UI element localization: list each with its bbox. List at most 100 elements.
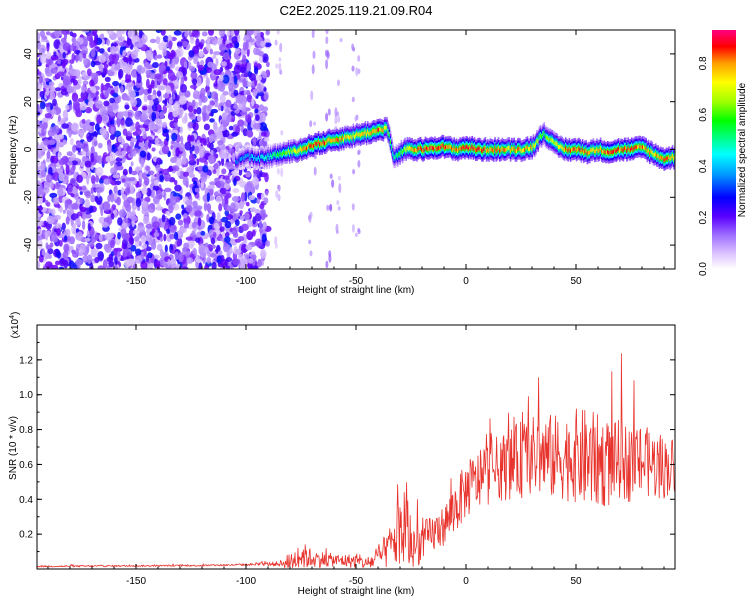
- noise-speckle: [43, 220, 47, 226]
- signal-cell: [353, 135, 356, 139]
- noise-speckle: [235, 212, 241, 217]
- y-tick-label: 0.6: [19, 460, 33, 471]
- noise-speckle: [212, 169, 217, 174]
- noise-speckle: [156, 90, 162, 97]
- noise-speckle: [110, 167, 117, 175]
- noise-speckle: [43, 139, 50, 146]
- signal-cell: [238, 156, 241, 161]
- noise-speckle: [175, 213, 182, 220]
- noise-speckle: [159, 174, 165, 183]
- noise-speckle: [37, 160, 41, 169]
- noise-speckle: [71, 144, 77, 153]
- noise-speckle: [95, 242, 103, 250]
- signal-cell: [319, 142, 321, 147]
- noise-speckle: [171, 89, 177, 94]
- signal-cell: [577, 147, 579, 152]
- signal-cell: [382, 128, 385, 133]
- noise-speckle: [148, 84, 153, 92]
- noise-speckle: [71, 92, 79, 103]
- svg-text:(x104): (x104): [9, 312, 21, 339]
- signal-cell: [587, 150, 590, 155]
- noise-speckle: [165, 66, 171, 71]
- noise-speckle: [57, 133, 65, 140]
- noise-speckle: [158, 42, 165, 51]
- noise-speckle: [169, 63, 176, 69]
- noise-speckle: [146, 187, 152, 197]
- y-tick-label: -20: [23, 190, 34, 205]
- noise-speckle: [162, 129, 170, 134]
- noise-speckle: [53, 39, 61, 50]
- signal-cell: [472, 147, 475, 151]
- noise-speckle: [117, 231, 121, 240]
- noise-speckle: [72, 223, 77, 232]
- signal-cell: [482, 149, 484, 153]
- noise-speckle: [77, 97, 85, 103]
- noise-speckle: [142, 201, 148, 210]
- signal-cell: [347, 135, 350, 139]
- signal-cell: [489, 147, 491, 151]
- noise-speckle: [50, 54, 59, 61]
- signal-cell: [644, 146, 646, 151]
- noise-speckle: [128, 258, 136, 266]
- noise-speckle: [222, 230, 226, 239]
- signal-cell: [484, 145, 487, 150]
- noise-speckle: [207, 244, 213, 249]
- noise-speckle: [253, 122, 261, 130]
- noise-speckle: [217, 84, 222, 91]
- noise-speckle: [135, 248, 142, 256]
- noise-speckle: [170, 258, 177, 268]
- noise-speckle: [140, 260, 148, 269]
- noise-speckle: [260, 249, 267, 259]
- noise-speckle: [243, 72, 249, 78]
- noise-speckle: [54, 214, 61, 220]
- noise-speckle: [168, 216, 176, 226]
- noise-speckle: [62, 250, 69, 259]
- noise-speckle: [200, 59, 205, 66]
- noise-speckle: [225, 161, 234, 167]
- noise-speckle: [71, 202, 79, 210]
- noise-speckle: [57, 168, 64, 174]
- noise-speckle: [213, 222, 220, 230]
- noise-speckle: [117, 135, 123, 143]
- noise-speckle: [45, 261, 53, 269]
- noise-speckle: [155, 163, 161, 172]
- signal-cell: [521, 148, 524, 153]
- noise-speckle: [196, 158, 200, 166]
- noise-speckle: [58, 258, 67, 267]
- noise-speckle: [122, 195, 128, 201]
- signal-cell: [255, 157, 257, 162]
- signal-cell: [643, 145, 645, 149]
- noise-speckle: [179, 142, 185, 152]
- noise-speckle: [185, 236, 193, 241]
- signal-cell: [520, 149, 523, 154]
- signal-cell: [368, 131, 370, 136]
- noise-speckle: [95, 166, 104, 177]
- signal-cell: [575, 148, 578, 153]
- noise-speckle: [217, 262, 225, 268]
- noise-speckle: [71, 160, 78, 166]
- signal-cell: [351, 135, 353, 140]
- noise-speckle: [124, 217, 129, 224]
- noise-speckle: [162, 35, 169, 43]
- signal-cell: [446, 145, 448, 149]
- signal-cell: [406, 145, 409, 150]
- noise-speckle: [124, 104, 130, 110]
- noise-speckle: [129, 237, 135, 245]
- signal-cell: [235, 159, 237, 164]
- noise-speckle: [37, 179, 41, 189]
- signal-cell: [424, 145, 427, 150]
- noise-speckle: [65, 164, 70, 175]
- noise-speckle: [178, 95, 187, 105]
- signal-cell: [379, 127, 381, 131]
- noise-streak: [339, 38, 343, 43]
- noise-speckle: [237, 236, 245, 242]
- noise-speckle: [131, 170, 138, 176]
- noise-speckle: [112, 174, 120, 179]
- signal-cell: [481, 148, 483, 153]
- noise-speckle: [71, 122, 79, 132]
- noise-speckle: [40, 55, 47, 64]
- noise-speckle: [55, 260, 60, 266]
- noise-speckle: [78, 75, 82, 86]
- noise-speckle: [176, 41, 183, 47]
- noise-speckle: [59, 51, 64, 60]
